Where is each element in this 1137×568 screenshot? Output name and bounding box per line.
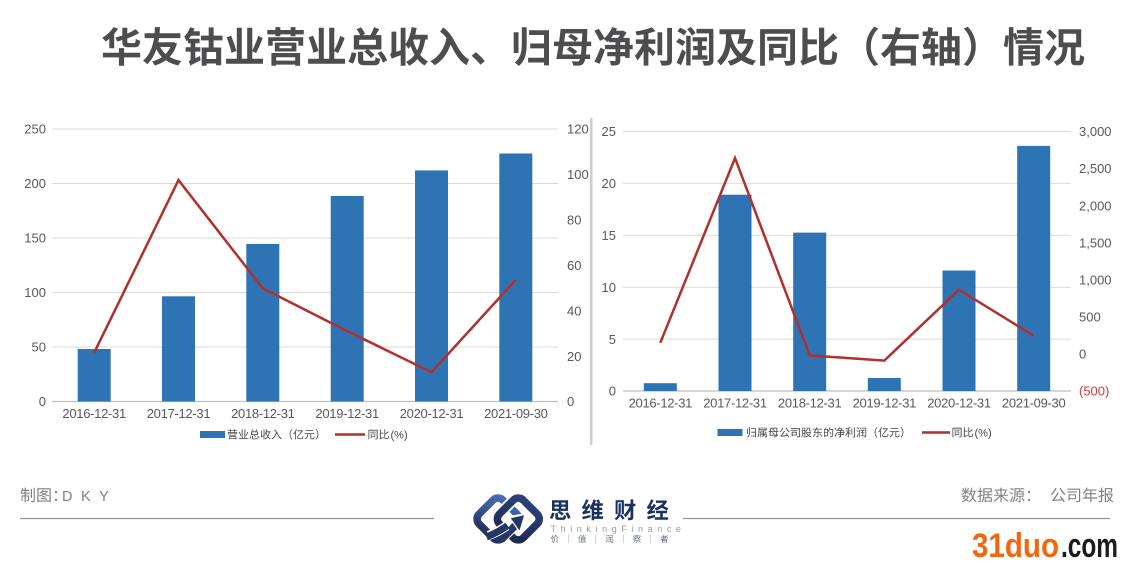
svg-text:5: 5 xyxy=(609,332,616,347)
svg-text:120: 120 xyxy=(567,122,589,137)
svg-text:(%): (%) xyxy=(391,430,408,442)
svg-text:2021-09-30: 2021-09-30 xyxy=(1002,396,1066,411)
svg-text:0: 0 xyxy=(39,394,46,409)
svg-text:100: 100 xyxy=(567,167,589,182)
svg-text:0: 0 xyxy=(567,394,574,409)
svg-text:20: 20 xyxy=(567,349,581,364)
svg-text:2019-12-31: 2019-12-31 xyxy=(315,406,379,421)
svg-text:2018-12-31: 2018-12-31 xyxy=(231,406,295,421)
svg-text:250: 250 xyxy=(24,122,46,137)
svg-text:2020-12-31: 2020-12-31 xyxy=(927,396,991,411)
svg-text:2016-12-31: 2016-12-31 xyxy=(629,396,693,411)
svg-text:150: 150 xyxy=(24,231,46,246)
svg-text:2018-12-31: 2018-12-31 xyxy=(778,396,842,411)
svg-text:DKY: DKY xyxy=(62,489,117,505)
svg-text:2016-12-31: 2016-12-31 xyxy=(62,406,126,421)
svg-text:15: 15 xyxy=(602,228,616,243)
svg-text:2020-12-31: 2020-12-31 xyxy=(400,406,464,421)
svg-text:3,000: 3,000 xyxy=(1079,124,1112,139)
svg-text:25: 25 xyxy=(602,124,616,139)
svg-text:.com: .com xyxy=(1061,527,1118,565)
svg-text:60: 60 xyxy=(567,258,581,273)
svg-text:2,000: 2,000 xyxy=(1079,198,1112,213)
svg-text:(500): (500) xyxy=(1079,384,1109,399)
svg-text:80: 80 xyxy=(567,213,581,228)
svg-text:(%): (%) xyxy=(975,428,992,440)
svg-text:31duo: 31duo xyxy=(972,527,1059,565)
svg-text:500: 500 xyxy=(1079,310,1101,325)
svg-text:200: 200 xyxy=(24,176,46,191)
svg-text:2,500: 2,500 xyxy=(1079,161,1112,176)
svg-text:1,000: 1,000 xyxy=(1079,272,1112,287)
svg-text:0: 0 xyxy=(1079,347,1086,362)
svg-text:20: 20 xyxy=(602,176,616,191)
svg-text:100: 100 xyxy=(24,285,46,300)
svg-text:1,500: 1,500 xyxy=(1079,235,1112,250)
svg-text:ThinkingFinance: ThinkingFinance xyxy=(551,524,686,534)
svg-text:0: 0 xyxy=(609,384,616,399)
svg-text:2017-12-31: 2017-12-31 xyxy=(147,406,211,421)
svg-text:2019-12-31: 2019-12-31 xyxy=(853,396,917,411)
svg-text:50: 50 xyxy=(32,340,46,355)
svg-text:2021-09-30: 2021-09-30 xyxy=(484,406,548,421)
svg-text:10: 10 xyxy=(602,280,616,295)
svg-text:40: 40 xyxy=(567,303,581,318)
svg-text:2017-12-31: 2017-12-31 xyxy=(703,396,767,411)
